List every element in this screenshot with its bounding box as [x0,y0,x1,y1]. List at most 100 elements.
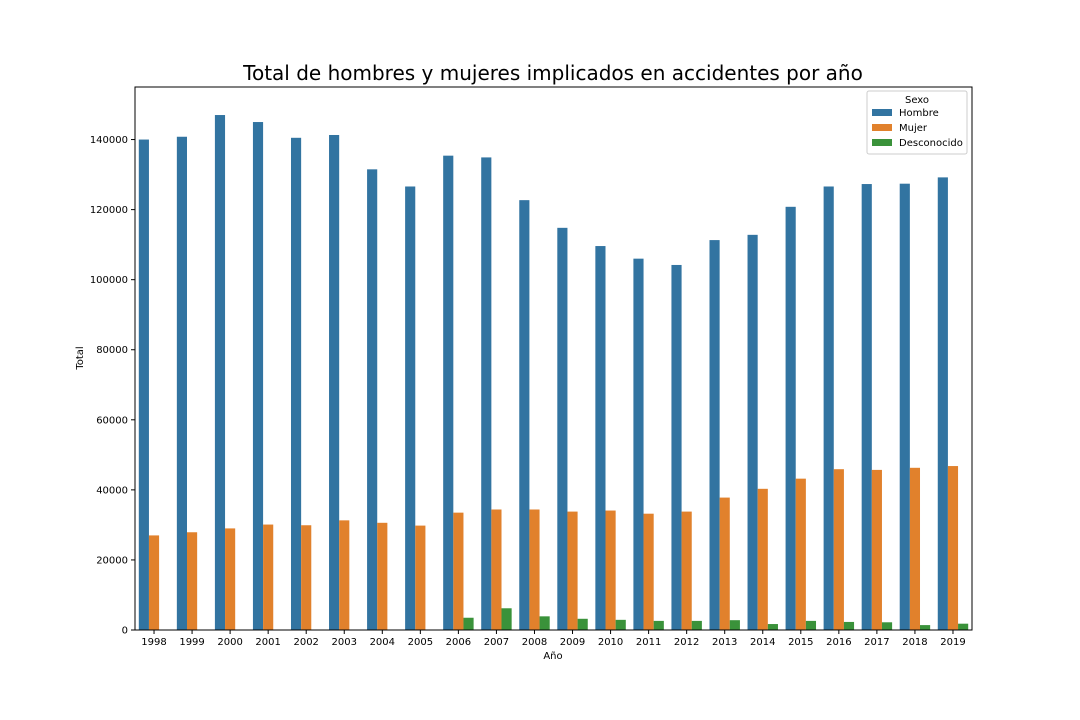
bar-desconocido-2007 [501,608,512,630]
bar-mujer-2012 [681,511,692,630]
bar-desconocido-2017 [881,622,893,630]
bar-desconocido-2010 [615,619,626,630]
bar-mujer-2014 [757,488,768,630]
bar-hombre-2008 [519,200,530,630]
x-tick-label: 2008 [522,637,547,648]
x-tick-label: 1999 [179,637,204,648]
y-axis: 0 20000 40000 60000 80000 100000 120000 140000 [90,135,135,637]
bar-hombre-2017 [861,184,872,631]
legend-label-mujer: Mujer [899,123,928,134]
y-tick-label: 100000 [90,275,128,286]
bar-hombre-2019 [937,177,948,630]
legend: Sexo Hombre Mujer Desconocido [866,90,968,155]
x-tick-label: 2005 [408,637,433,648]
bar-hombre-2005 [405,186,416,631]
x-tick-label: 2016 [826,637,851,648]
bar-hombre-1999 [176,136,187,630]
bar-mujer-2005 [415,525,426,630]
legend-swatch-desconocido [872,139,892,146]
bar-mujer-2008 [529,509,540,630]
legend-swatch-mujer [872,124,892,131]
x-tick-label: 2012 [674,637,699,648]
bar-mujer-2007 [491,509,502,630]
bar-hombre-2014 [747,234,758,630]
bar-hombre-1998 [138,139,149,631]
bar-mujer-2019 [947,466,959,630]
bar-mujer-2009 [567,511,578,630]
bar-mujer-2002 [301,525,312,630]
bar-hombre-2018 [899,183,910,630]
bar-mujer-2006 [453,512,464,630]
x-tick-label: 2017 [864,637,889,648]
bar-desconocido-2009 [577,618,588,630]
x-tick-label: 1998 [141,637,166,648]
x-axis-label: Año [543,651,562,662]
bar-desconocido-2018 [920,625,931,630]
bar-hombre-2002 [290,137,302,631]
x-tick-label: 2006 [446,637,471,648]
x-tick-label: 2003 [332,637,357,648]
x-tick-label: 2010 [598,637,623,648]
bar-desconocido-2014 [767,624,778,630]
bar-desconocido-2019 [958,623,969,630]
bar-hombre-2001 [252,122,264,630]
plot-area [138,115,969,631]
x-tick-label: 2009 [560,637,585,648]
y-tick-label: 40000 [96,485,128,496]
bar-hombre-2012 [671,264,682,630]
x-tick-label: 2004 [370,637,395,648]
x-tick-label: 2007 [484,637,509,648]
axes-frame [134,86,973,631]
bar-mujer-2000 [225,528,236,630]
bar-mujer-2011 [643,513,654,630]
y-tick-label: 0 [122,626,128,637]
bar-hombre-2016 [823,186,834,631]
legend-title: Sexo [905,95,929,106]
x-tick-label: 2015 [788,637,813,648]
bar-desconocido-2013 [729,620,740,630]
bar-hombre-2015 [785,206,796,630]
x-tick-label: 2002 [293,637,318,648]
legend-swatch-hombre [872,109,892,116]
bar-mujer-1999 [187,532,198,630]
bar-hombre-2007 [481,157,492,630]
y-axis-label: Total [75,346,86,370]
x-tick-label: 2000 [217,637,242,648]
y-tick-label: 20000 [96,555,128,566]
bar-hombre-2000 [214,115,226,630]
bar-desconocido-2011 [653,620,664,630]
y-tick-label: 120000 [90,205,128,216]
bar-mujer-2010 [605,510,616,630]
bar-hombre-2013 [709,240,720,630]
bar-mujer-1998 [148,535,160,630]
bar-mujer-2018 [909,467,921,630]
x-tick-label: 2018 [902,637,927,648]
y-tick-label: 80000 [96,345,128,356]
x-tick-label: 2001 [255,637,280,648]
x-tick-label: 2019 [940,637,965,648]
bar-desconocido-2008 [539,616,550,630]
bar-hombre-2004 [367,169,378,630]
bar-desconocido-2015 [805,620,817,630]
bar-desconocido-2012 [691,620,702,630]
x-tick-label: 2014 [750,637,775,648]
legend-box [866,90,968,155]
bar-hombre-2009 [557,227,568,630]
legend-label-desconocido: Desconocido [899,138,963,149]
legend-label-hombre: Hombre [899,108,939,119]
bar-mujer-2016 [833,469,844,630]
bar-desconocido-2006 [463,617,474,630]
bar-hombre-2003 [329,134,340,631]
bar-mujer-2001 [263,524,274,630]
bar-mujer-2003 [339,520,350,630]
y-tick-label: 60000 [96,415,128,426]
bar-desconocido-2016 [843,621,855,630]
bar-hombre-2006 [443,155,454,630]
y-tick-label: 140000 [90,135,128,146]
bar-mujer-2013 [719,497,730,630]
bar-mujer-2015 [795,478,806,630]
chart-title: Total de hombres y mujeres implicados en… [242,61,863,85]
x-axis: 1998 1999 2000 2001 2002 2003 2004 2005 2006 2007… [141,630,966,648]
bar-hombre-2011 [633,258,644,630]
